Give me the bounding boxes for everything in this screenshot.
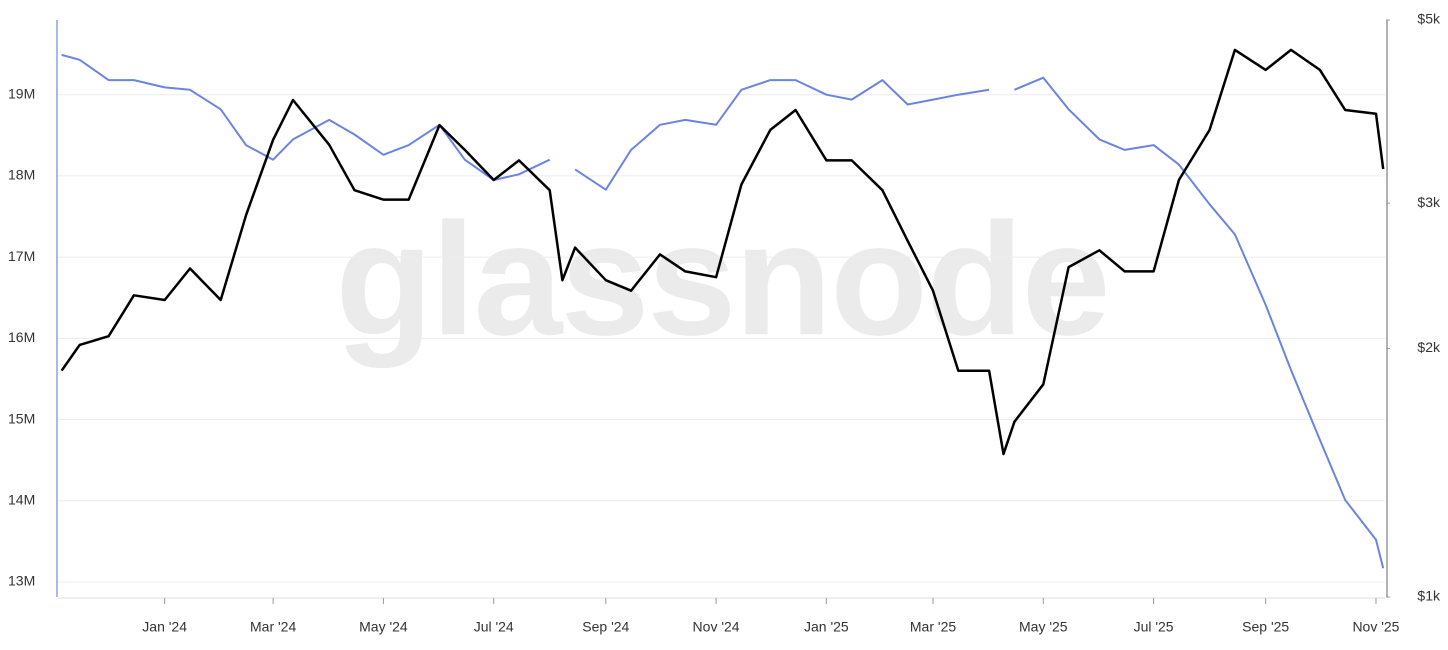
x-tick-label: May '24: [359, 619, 408, 635]
y2-tick-label: $2k: [1417, 339, 1441, 355]
x-tick-label: Mar '25: [910, 619, 956, 635]
x-tick-label: Nov '25: [1352, 619, 1399, 635]
x-tick-label: Sep '24: [582, 619, 629, 635]
y-tick-label: 16M: [8, 329, 35, 345]
x-tick-label: Jan '24: [142, 619, 187, 635]
y-tick-label: 18M: [8, 167, 35, 183]
y-tick-label: 15M: [8, 410, 35, 426]
x-tick-label: Sep '25: [1242, 619, 1289, 635]
x-tick-label: Jul '25: [1134, 619, 1174, 635]
x-tick-label: Jan '25: [804, 619, 849, 635]
watermark: glassnode: [335, 189, 1108, 368]
x-tick-label: Mar '24: [250, 619, 296, 635]
y-tick-label: 13M: [8, 573, 35, 589]
series-line: [61, 53, 1385, 569]
y-tick-label: 17M: [8, 248, 35, 264]
series-line: [60, 48, 1385, 456]
y-tick-label: 14M: [8, 491, 35, 507]
y2-tick-label: $5k: [1417, 11, 1441, 27]
x-tick-label: Nov '24: [693, 619, 740, 635]
y2-tick-label: $3k: [1417, 194, 1441, 210]
x-tick-label: May '25: [1019, 619, 1068, 635]
y2-tick-label: $1k: [1417, 588, 1441, 604]
x-tick-label: Jul '24: [474, 619, 514, 635]
y-tick-label: 19M: [8, 85, 35, 101]
